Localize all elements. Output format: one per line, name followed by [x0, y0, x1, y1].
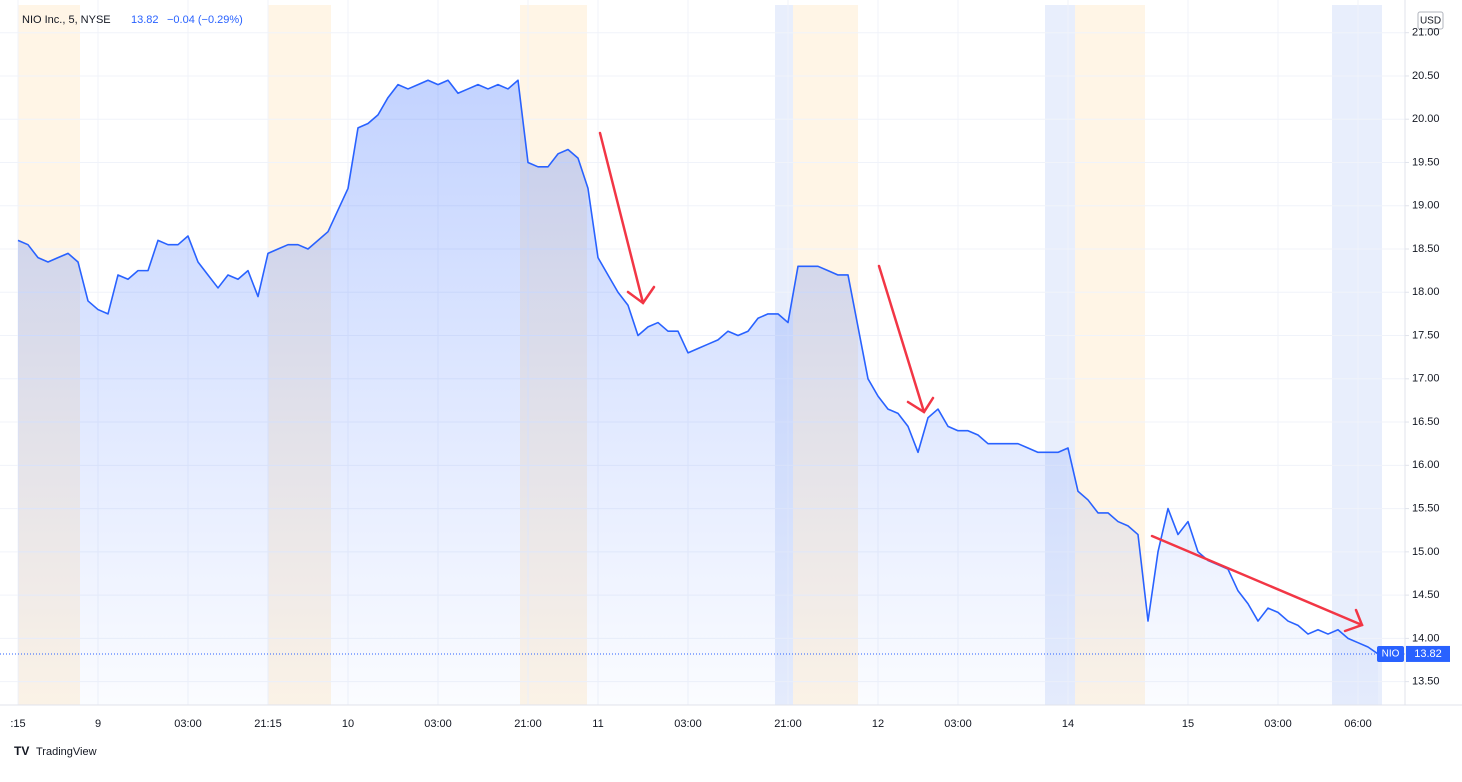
y-tick-label: 16.00 [1412, 459, 1440, 471]
branding-text: TradingView [36, 746, 97, 758]
pre-market-band [1332, 5, 1382, 705]
x-tick-label: 03:00 [674, 718, 702, 730]
x-tick-label: 11 [592, 718, 603, 730]
y-tick-label: 18.00 [1412, 286, 1440, 298]
x-tick-label: 21:00 [774, 718, 802, 730]
y-tick-label: 14.00 [1412, 632, 1440, 644]
plot [0, 79, 1405, 705]
x-tick-label: 03:00 [1264, 718, 1292, 730]
y-tick-label: 17.00 [1412, 373, 1440, 385]
trend-arrow [877, 264, 926, 414]
currency-label[interactable]: USD [1420, 16, 1441, 27]
trend-arrow [598, 131, 645, 305]
x-tick-label: 9 [95, 718, 101, 730]
price-tag [1406, 645, 1450, 662]
x-tick-label: 21:00 [514, 718, 542, 730]
x-tick-label: 03:00 [944, 718, 972, 730]
y-tick-label: 14.50 [1412, 589, 1440, 601]
y-tick-label: 16.50 [1412, 416, 1440, 428]
branding: TV TradingView [14, 744, 97, 758]
symbol-title: NIO Inc., 5, NYSE [22, 14, 111, 26]
logo-mark: TV [14, 744, 29, 758]
arrow-head [1343, 608, 1364, 633]
y-tick-label: 15.00 [1412, 546, 1440, 558]
annotations [598, 131, 1364, 633]
x-tick-label: 14 [1062, 718, 1074, 730]
y-tick-label: 19.50 [1412, 156, 1440, 168]
x-tick-label: 15 [1182, 718, 1194, 730]
y-tick-label: 17.50 [1412, 329, 1440, 341]
arrow-head [906, 396, 935, 414]
price-tag-label: 13.82 [1414, 648, 1442, 660]
y-tick-label: 15.50 [1412, 502, 1440, 514]
x-tick-label: 03:00 [174, 718, 202, 730]
price-line [17, 79, 1379, 655]
x-tick-label: 06:00 [1344, 718, 1372, 730]
y-tick-label: 20.50 [1412, 70, 1440, 82]
area [18, 80, 1378, 705]
y-tick-label: 13.50 [1412, 676, 1440, 688]
arrow-head [626, 285, 656, 305]
x-tick-label: 10 [342, 718, 354, 730]
symbol-tag-label: NIO [1382, 649, 1400, 660]
x-tick-label: :15 [10, 718, 25, 730]
y-tick-label: 21.00 [1412, 27, 1440, 39]
trend-arrow [1150, 534, 1364, 627]
x-tick-label: 21:15 [254, 718, 282, 730]
currency-box[interactable] [1417, 11, 1444, 30]
x-tick-label: 03:00 [424, 718, 452, 730]
y-tick-label: 19.00 [1412, 200, 1440, 212]
symbol-tag [1377, 645, 1404, 662]
y-tick-label: 20.00 [1412, 113, 1440, 125]
y-tick-label: 18.50 [1412, 243, 1440, 255]
header-change: −0.04 (−0.29%) [167, 14, 243, 26]
x-tick-label: 12 [872, 718, 884, 730]
header-price: 13.82 [131, 14, 159, 26]
